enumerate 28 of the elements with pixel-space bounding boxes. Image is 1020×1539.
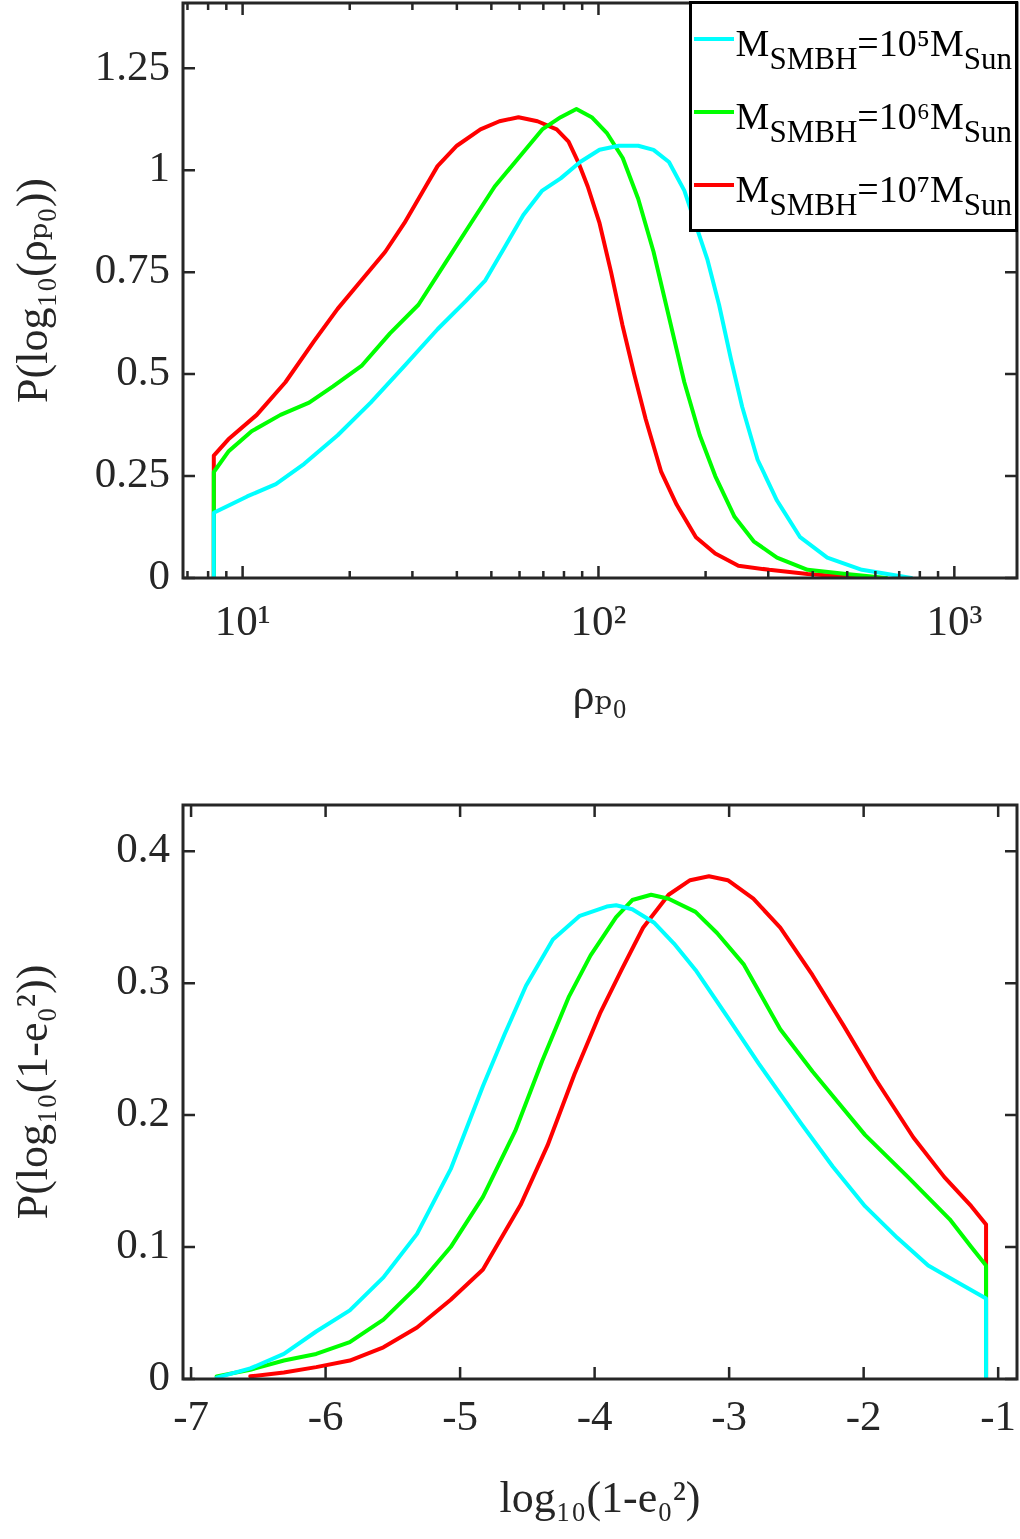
legend-label: M$_{SMBH}$=10⁵M$_{Sun}$: [735, 21, 1012, 76]
x-tick-label: -3: [711, 1392, 748, 1440]
y-tick-label: 0.25: [94, 449, 170, 497]
y-axis-title: P(log₁₀(ρₚ₀)): [7, 178, 57, 403]
legend-label: M$_{SMBH}$=10⁷M$_{Sun}$: [735, 167, 1012, 222]
y-tick-label: 0.2: [116, 1088, 170, 1136]
y-tick-label: 1.25: [94, 41, 170, 89]
y-tick-label: 0.4: [116, 824, 170, 872]
x-tick-label: -1: [980, 1392, 1017, 1440]
x-tick-label: -5: [442, 1392, 479, 1440]
y-tick-label: 0.75: [94, 245, 170, 293]
legend-label: M$_{SMBH}$=10⁶M$_{Sun}$: [735, 94, 1012, 149]
y-tick-label: 0.1: [116, 1220, 170, 1268]
x-tick-label: -6: [307, 1392, 344, 1440]
y-tick-label: 0.3: [116, 956, 170, 1004]
x-tick-label: 10¹: [214, 597, 271, 645]
y-tick-label: 0: [148, 1352, 170, 1400]
x-tick-label: 10²: [570, 597, 627, 645]
x-axis-title: ρₚ₀: [572, 670, 628, 720]
x-tick-label: -7: [173, 1392, 209, 1440]
y-tick-label: 1: [148, 143, 170, 191]
x-tick-label: -2: [845, 1392, 882, 1440]
y-tick-label: 0.5: [116, 347, 170, 395]
y-axis-title: P(log₁₀(1-e₀²)): [7, 964, 57, 1220]
x-axis-title: log₁₀(1-e₀²): [499, 1473, 701, 1523]
x-tick-label: 10³: [926, 597, 983, 645]
y-tick-label: 0: [148, 551, 170, 599]
x-tick-label: -4: [576, 1392, 613, 1440]
